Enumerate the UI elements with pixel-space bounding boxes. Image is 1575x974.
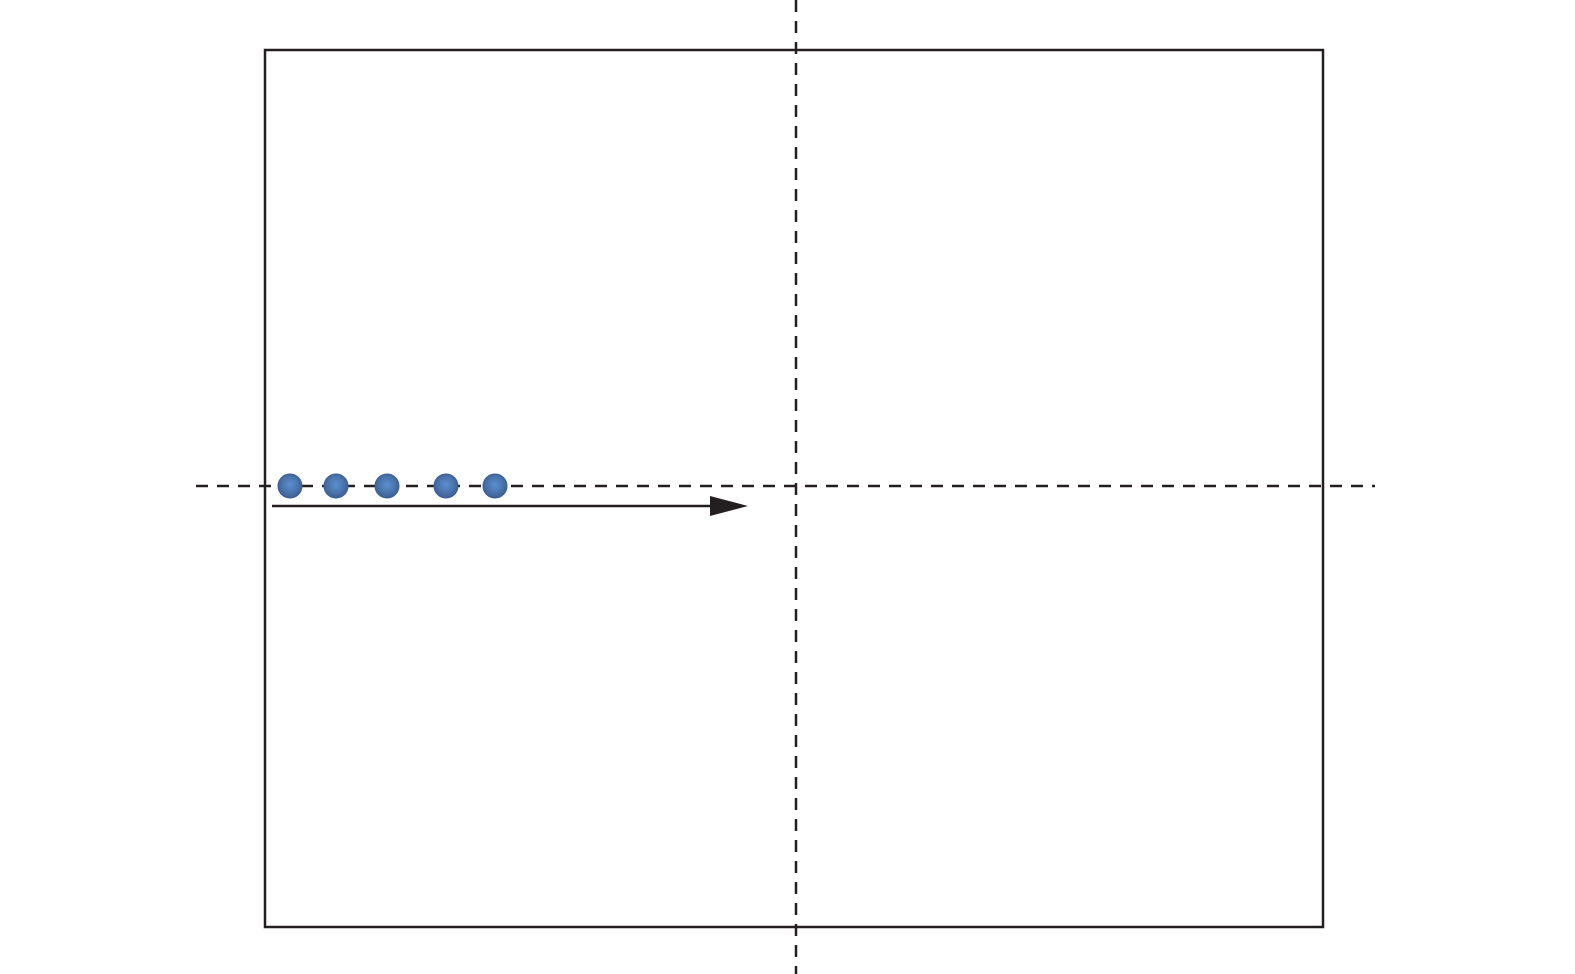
particle <box>482 473 508 499</box>
particle <box>374 473 400 499</box>
particle <box>433 473 459 499</box>
particle-row <box>277 473 508 499</box>
particle <box>323 473 349 499</box>
arrow-head <box>710 496 748 516</box>
particle <box>277 473 303 499</box>
direction-arrow <box>272 496 748 516</box>
frame-box <box>263 48 1325 929</box>
